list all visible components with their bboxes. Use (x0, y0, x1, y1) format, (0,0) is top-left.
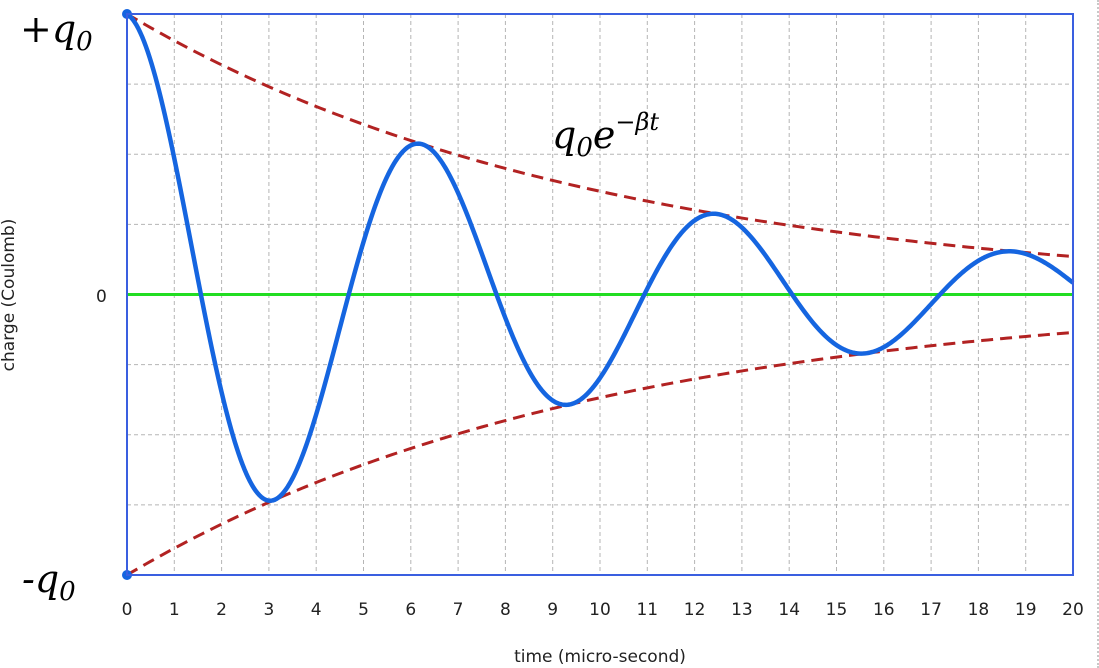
envelope-formula: q0e−βt (552, 108, 659, 163)
x-tick-label: 20 (1062, 600, 1084, 620)
x-tick-label: 15 (826, 600, 848, 620)
x-tick-label: 9 (547, 600, 558, 620)
x-tick-label: 19 (1015, 600, 1037, 620)
x-tick-labels: 0 1 2 3 4 5 6 7 8 9 10 11 12 13 14 15 16 17 18 19 20 (122, 600, 1084, 620)
x-tick-label: 3 (263, 600, 274, 620)
x-tick-label: 6 (405, 600, 416, 620)
x-tick-label: 14 (778, 600, 800, 620)
formula-e: e (593, 113, 616, 157)
envelope-upper-curve (126, 12, 1074, 259)
x-tick-label: 1 (169, 600, 180, 620)
curve-layer (122, 9, 1075, 580)
y-label-plus-q0: +q0 (20, 7, 93, 57)
formula-exponent: −βt (615, 108, 659, 136)
x-axis-title: time (micro-second) (514, 647, 686, 667)
x-tick-label: 17 (920, 600, 942, 620)
window-edge-dots (1091, 0, 1099, 668)
x-tick-label: 2 (216, 600, 227, 620)
x-tick-label: 16 (873, 600, 895, 620)
x-tick-label: 4 (311, 600, 322, 620)
formula-base-subscript: 0 (576, 133, 593, 163)
x-tick-label: 8 (500, 600, 511, 620)
x-tick-label: 11 (636, 600, 658, 620)
charge-curve (125, 12, 1075, 503)
envelope-layer (126, 12, 1074, 577)
x-tick-label: 13 (731, 600, 753, 620)
y-tick-zero: 0 (96, 287, 107, 307)
x-tick-label: 0 (122, 600, 133, 620)
x-tick-label: 18 (968, 600, 990, 620)
plot-frame (126, 13, 1074, 576)
x-tick-label: 10 (589, 600, 611, 620)
y-label-minus-q0: -q0 (22, 557, 76, 607)
envelope-lower-curve (126, 330, 1074, 577)
x-tick-label: 7 (453, 600, 464, 620)
formula-base: q (552, 113, 576, 157)
x-tick-label: 12 (684, 600, 706, 620)
x-tick-label: 5 (358, 600, 369, 620)
y-axis-title: charge (Coulomb) (0, 219, 19, 372)
